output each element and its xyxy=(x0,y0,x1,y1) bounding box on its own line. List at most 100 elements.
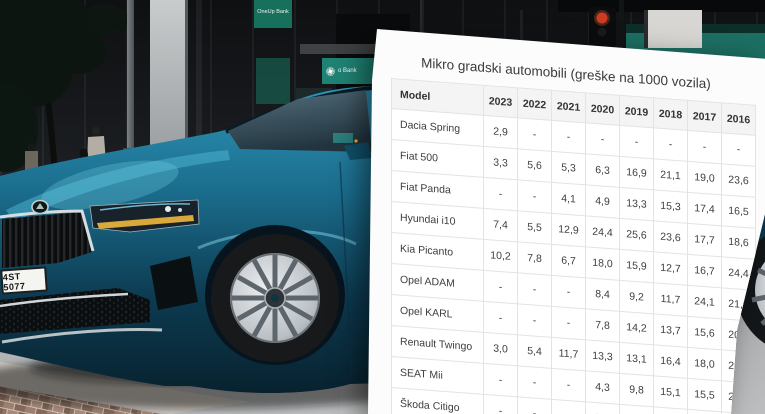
hood-dome xyxy=(41,160,179,210)
value-cell: 9,8 xyxy=(619,373,654,407)
value-cell: 7,4 xyxy=(483,208,518,242)
value-cell: - xyxy=(551,275,586,309)
door-line xyxy=(339,161,353,379)
value-cell: - xyxy=(483,177,518,211)
value-cell: 14,2 xyxy=(619,311,654,345)
value-cell: 18,0 xyxy=(585,246,620,281)
column-header-year: 2019 xyxy=(619,95,654,128)
value-cell: 7,8 xyxy=(585,308,620,343)
value-cell: 5,4 xyxy=(585,401,620,414)
value-cell: 4,9 xyxy=(585,184,620,219)
value-cell: - xyxy=(517,396,552,414)
value-cell: 18,0 xyxy=(687,347,722,381)
value-cell: 24,4 xyxy=(721,256,756,291)
value-cell: 15,5 xyxy=(687,378,722,412)
grille xyxy=(0,199,95,268)
value-cell: 24,4 xyxy=(585,215,620,250)
value-cell: 5,4 xyxy=(517,334,552,369)
value-cell: 16,7 xyxy=(687,254,722,288)
value-cell: 16,5 xyxy=(721,194,756,229)
value-cell: 21,0 xyxy=(721,287,756,322)
green-glass-reflection xyxy=(256,58,290,104)
fog-inlet xyxy=(150,256,198,310)
value-cell: 10,2 xyxy=(483,239,518,273)
value-cell: 6,3 xyxy=(585,153,620,188)
value-cell: - xyxy=(619,125,654,159)
value-cell: 11,7 xyxy=(653,282,688,317)
column-header-year: 2016 xyxy=(721,102,756,136)
value-cell: 15,1 xyxy=(653,375,688,410)
table-body: Dacia Spring 2,9- - - - - - - Fiat 500 3,3 5,6 5,3 6… xyxy=(391,108,756,414)
value-cell: - xyxy=(653,127,688,162)
hood-highlight xyxy=(6,150,230,222)
value-cell: 20,4 xyxy=(721,318,756,353)
bank-sign-top-label: OneUp Bank xyxy=(257,9,289,15)
value-cell: 13,3 xyxy=(585,339,620,374)
value-cell: - xyxy=(483,363,518,397)
column-header-year: 2017 xyxy=(687,100,722,133)
dash-light xyxy=(354,139,358,143)
windshield xyxy=(228,90,372,152)
value-cell: - xyxy=(483,394,518,414)
value-cell: 12,7 xyxy=(653,251,688,286)
bank-sign-top: OneUp Bank xyxy=(254,0,292,28)
value-cell: 17,4 xyxy=(687,192,722,226)
value-cell: 22,5 xyxy=(721,380,756,414)
value-cell: 21,1 xyxy=(653,158,688,193)
value-cell: 8,4 xyxy=(585,277,620,312)
headlight xyxy=(89,199,200,233)
value-cell: 15,3 xyxy=(653,189,688,224)
value-cell: 9,0 xyxy=(619,404,654,414)
value-cell: 2,9 xyxy=(483,115,518,149)
value-cell: - xyxy=(483,270,518,304)
value-cell: 15,9 xyxy=(619,249,654,283)
value-cell: - xyxy=(687,130,722,164)
value-cell: - xyxy=(483,301,518,335)
value-cell: 11,7 xyxy=(551,337,586,371)
value-cell: 24,1 xyxy=(687,285,722,319)
value-cell: 19,0 xyxy=(687,161,722,195)
value-cell: - xyxy=(517,117,552,152)
lintel-strip xyxy=(300,44,380,54)
value-cell: - xyxy=(517,365,552,400)
value-cell: - xyxy=(721,132,756,167)
bank-storefront-sign: o Bank xyxy=(322,58,378,84)
value-cell: 13,7 xyxy=(653,313,688,348)
front-bumper xyxy=(0,256,198,344)
lit-wall-panel xyxy=(644,10,702,48)
value-cell: 13,3 xyxy=(619,187,654,221)
value-cell: 6,7 xyxy=(551,244,586,278)
value-cell: 3,0 xyxy=(483,332,518,366)
glass-highlight xyxy=(196,0,202,200)
traffic-light xyxy=(589,0,624,58)
bank-storefront-label: o Bank xyxy=(338,68,357,74)
value-cell: 3,3 xyxy=(483,146,518,180)
value-cell: - xyxy=(517,303,552,338)
column-header-year: 2021 xyxy=(551,90,586,123)
value-cell: 17,7 xyxy=(687,223,722,257)
value-cell: - xyxy=(585,122,620,157)
value-cell: 9,2 xyxy=(619,280,654,314)
value-cell: - xyxy=(517,179,552,214)
value-cell: 12,9 xyxy=(551,213,586,247)
value-cell: 23,6 xyxy=(653,220,688,255)
value-cell: 18,6 xyxy=(721,225,756,260)
dashboard-screen xyxy=(333,133,353,143)
value-cell: - xyxy=(551,306,586,340)
value-cell: 25,6 xyxy=(619,218,654,252)
value-cell: 4,1 xyxy=(551,182,586,216)
bank-logo-icon xyxy=(326,66,335,76)
side-mirror xyxy=(344,142,372,160)
value-cell: 16,4 xyxy=(653,344,688,379)
value-cell: - xyxy=(551,120,586,154)
value-cell: 5,3 xyxy=(551,151,586,185)
value-cell: 5,5 xyxy=(517,210,552,245)
value-cell: 20,7 xyxy=(721,349,756,384)
value-cell: 15,6 xyxy=(687,316,722,350)
value-cell: 13,1 xyxy=(619,342,654,376)
value-cell: 16,9 xyxy=(619,156,654,190)
errors-table: Model 2023 2022 2021 2020 2019 2018 2017 2016 Da… xyxy=(391,78,756,414)
